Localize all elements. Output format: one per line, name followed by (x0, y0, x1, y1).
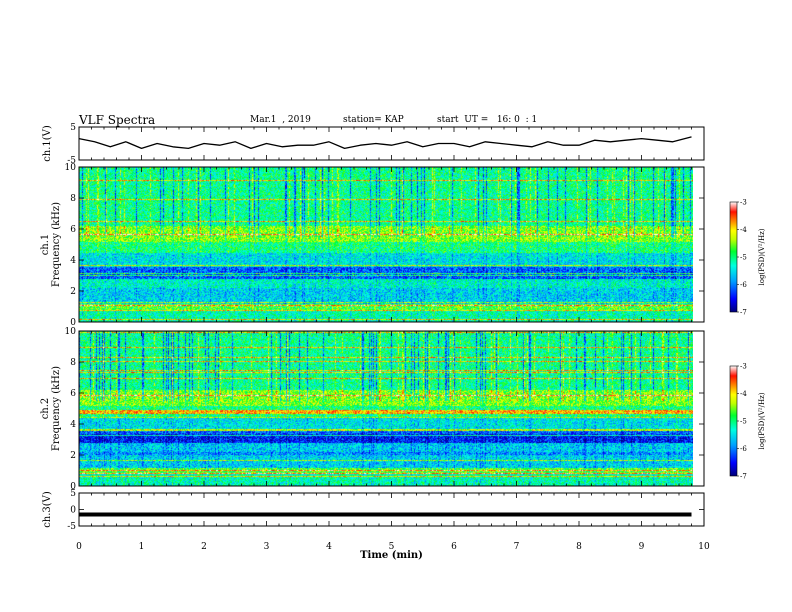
ch1-spectrogram-ytick-label: 8 (70, 194, 76, 204)
ch3-waveform-ytick-label: 5 (70, 489, 76, 499)
ch2-spectrogram-ytick-label: 6 (70, 389, 76, 399)
ch2-spectrogram-colorbar-label: log(PSD)(V²/Hz) (758, 392, 766, 449)
ch2-spectrogram-colorbar (729, 365, 738, 477)
ch1-waveform-ytick-label: 5 (70, 123, 76, 133)
ch2-spectrogram-ytick-label: 8 (70, 358, 76, 368)
ch1-waveform-ytick-label: -5 (67, 156, 76, 166)
ch1-spectrogram-ylabel: ch.1 (40, 234, 51, 256)
ch1-spectrogram-colorbar-tick-label: -6 (740, 281, 747, 289)
ch1-spectrogram-colorbar (729, 201, 738, 313)
ch1-spectrogram-colorbar-tick-label: -7 (740, 309, 747, 317)
date-label: Mar.1 , 2019 (250, 115, 311, 125)
x-tick-label: 7 (514, 542, 520, 552)
ch2-spectrogram-ylabel: ch.2 (40, 398, 51, 420)
ch1-waveform-ylabel: ch.1(V) (42, 125, 53, 162)
ch2-spectrogram-ylabel-frequency: Frequency (kHz) (51, 366, 62, 451)
ch1-spectrogram-ytick-label: 2 (70, 287, 76, 297)
ch1-spectrogram-colorbar-tick-label: -3 (740, 199, 747, 207)
ch1-spectrogram-image (79, 167, 693, 322)
ch2-spectrogram-ytick-label: 2 (70, 451, 76, 461)
ch1-spectrogram-ytick-label: 4 (70, 256, 76, 266)
ch1-spectrogram-colorbar-tick-label: -5 (740, 254, 747, 262)
x-axis-label: Time (min) (360, 550, 423, 561)
ch2-spectrogram-ytick-label: 4 (70, 420, 76, 430)
x-tick-label: 4 (326, 542, 332, 552)
figure-title: VLF Spectra (79, 113, 156, 127)
ch1-spectrogram-colorbar-tick-label: -4 (740, 226, 747, 234)
ch1-spectrogram-colorbar-label: log(PSD)(V²/Hz) (758, 228, 766, 285)
ch2-spectrogram-ytick-label: 10 (65, 327, 77, 337)
x-tick-label: 8 (576, 542, 582, 552)
ch2-spectrogram-colorbar-tick-label: -7 (740, 473, 747, 481)
x-tick-label: 1 (139, 542, 145, 552)
ch2-spectrogram-colorbar-tick-label: -4 (740, 390, 747, 398)
ch1-spectrogram-ytick-label: 0 (70, 318, 76, 328)
ch2-spectrogram-image (79, 331, 693, 486)
ch1-trace (78, 136, 692, 150)
x-tick-label: 2 (201, 542, 207, 552)
x-tick-label: 10 (698, 542, 710, 552)
x-tick-label: 5 (389, 542, 395, 552)
start-time-label: start UT = 16: 0 : 1 (437, 115, 538, 125)
x-tick-label: 3 (264, 542, 270, 552)
station-label: station= KAP (343, 115, 404, 125)
ch3-waveform-ytick-label: -5 (67, 522, 76, 532)
ch2-spectrogram-ytick-label: 0 (70, 482, 76, 492)
ch2-spectrogram-colorbar-tick-label: -3 (740, 363, 747, 371)
ch1-spectrogram-ytick-label: 6 (70, 225, 76, 235)
ch3-waveform-ytick-label: 0 (70, 506, 76, 516)
x-tick-label: 6 (451, 542, 457, 552)
x-tick-label: 9 (639, 542, 645, 552)
ch2-spectrogram-colorbar-tick-label: -6 (740, 445, 747, 453)
ch1-spectrogram-ylabel-frequency: Frequency (kHz) (51, 202, 62, 287)
ch1-spectrogram-ytick-label: 10 (65, 163, 77, 173)
ch3-waveform-ylabel: ch.3(V) (42, 491, 53, 528)
ch2-spectrogram-colorbar-tick-label: -5 (740, 418, 747, 426)
x-tick-label: 0 (76, 542, 82, 552)
